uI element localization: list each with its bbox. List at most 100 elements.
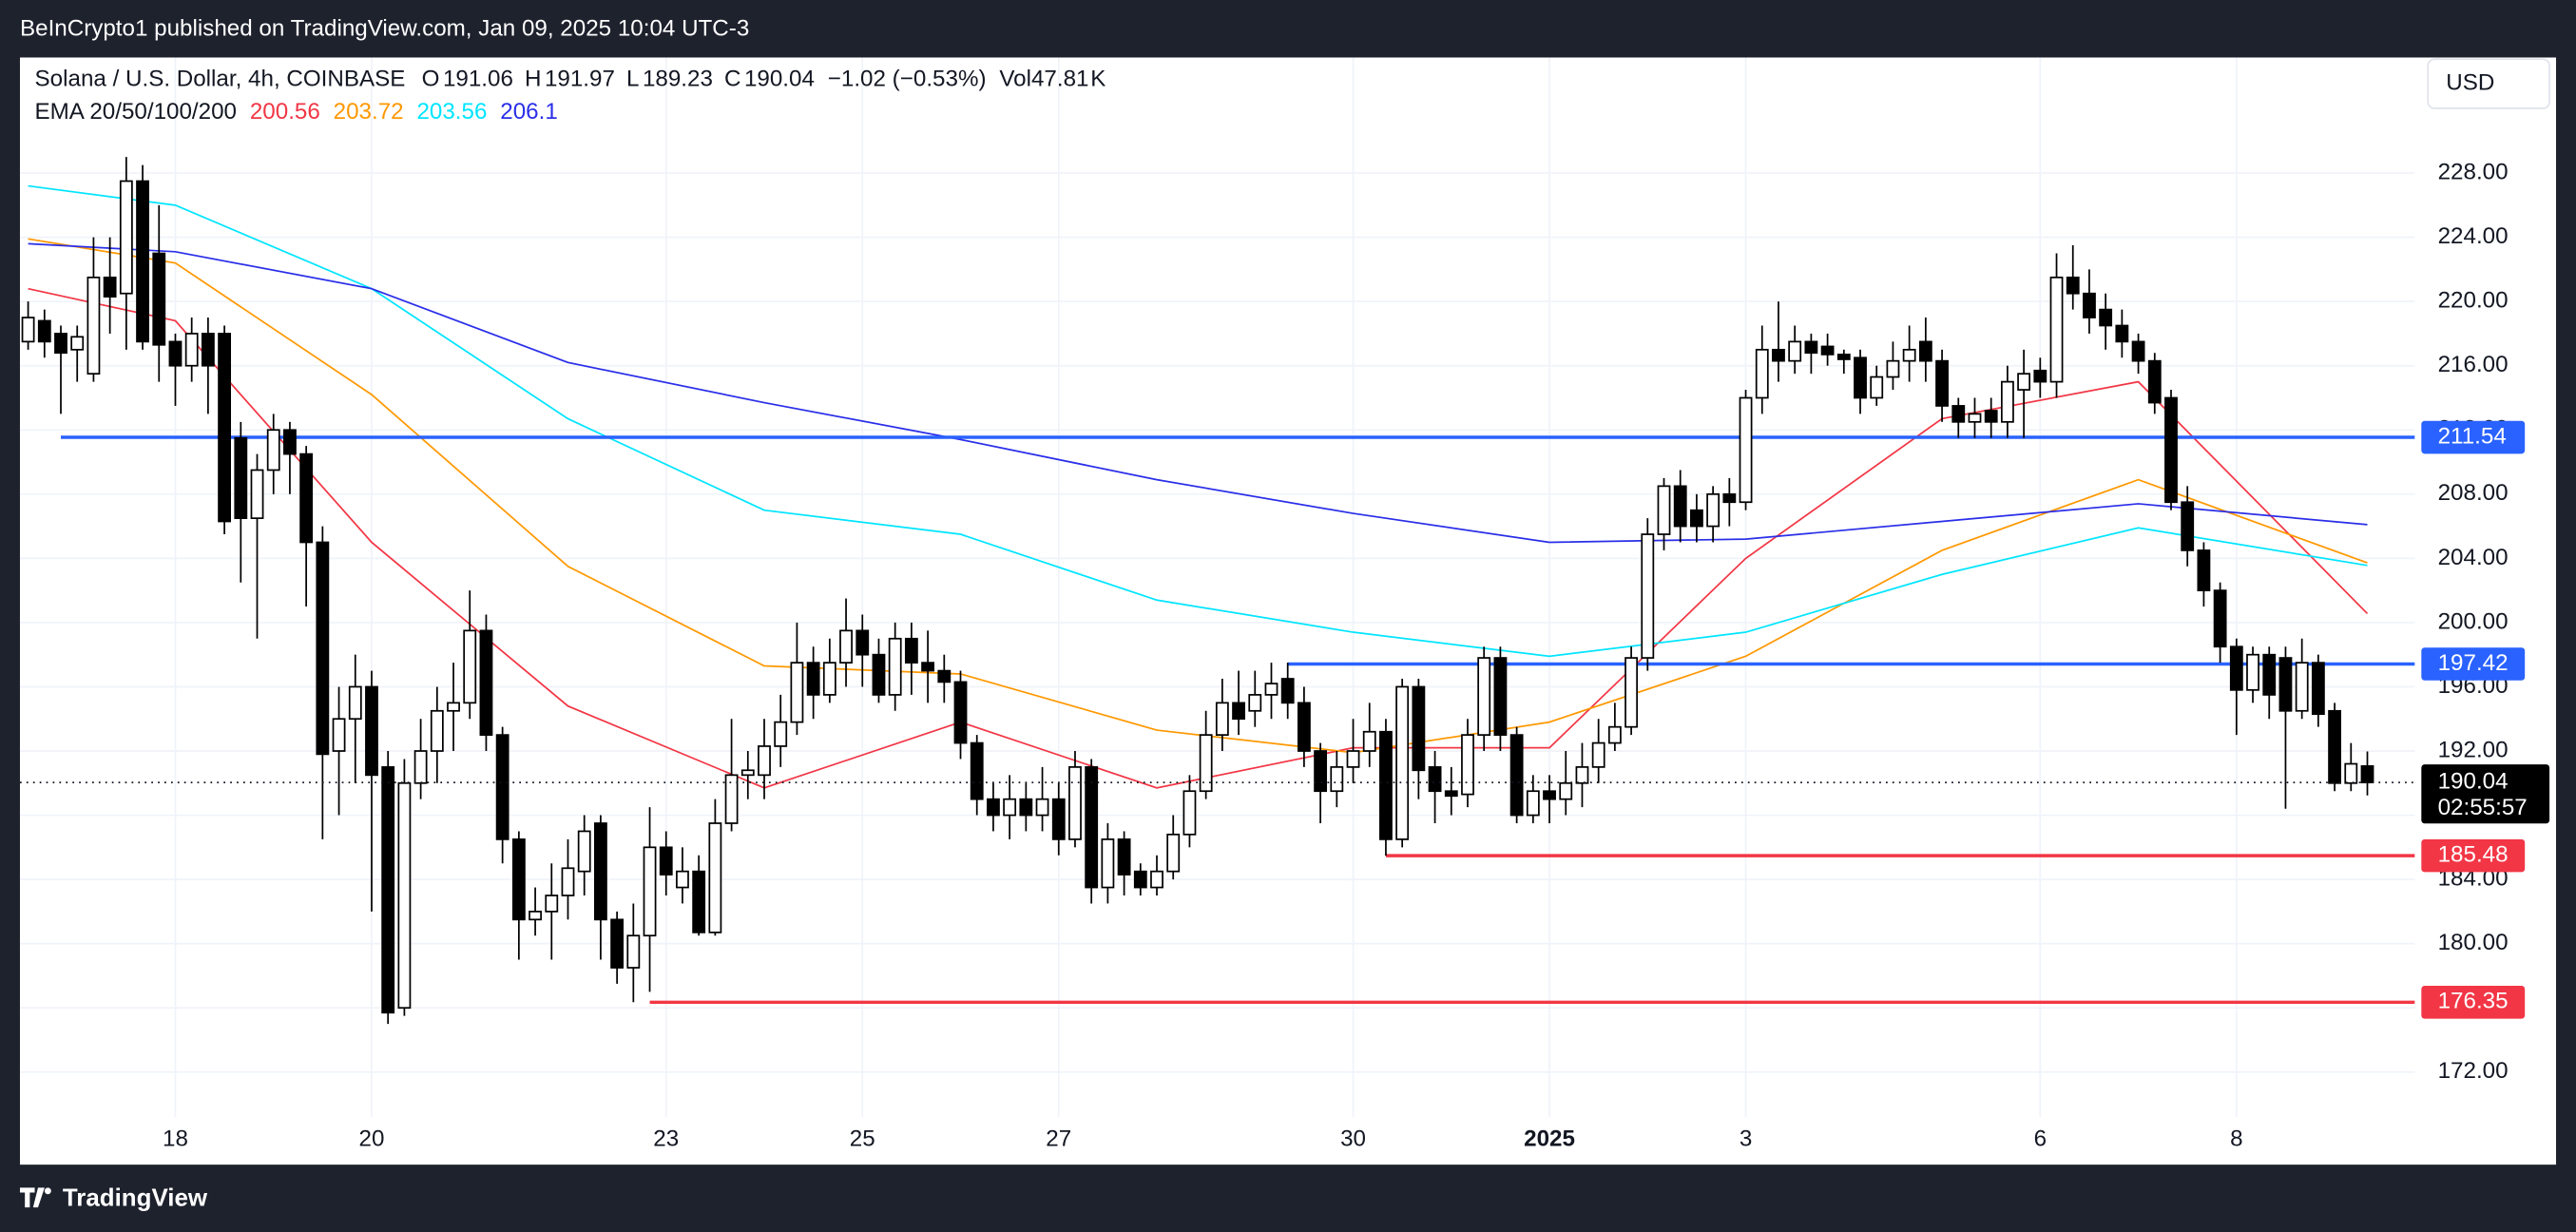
y-tick-label: 228.00	[2438, 159, 2509, 184]
candle-body	[953, 681, 968, 744]
candle-body	[2049, 276, 2064, 383]
footer-brand: TradingView	[63, 1184, 208, 1211]
candle-body	[1607, 725, 1622, 744]
candle-body	[1641, 533, 1655, 659]
candle-body	[774, 721, 788, 747]
candle-body	[1722, 492, 1737, 504]
candle-body	[970, 741, 984, 800]
candle-body	[1968, 413, 1982, 423]
legend-text: 206.1	[500, 100, 558, 125]
candle-body	[1150, 870, 1163, 889]
candle-body	[201, 333, 215, 367]
candle-body	[184, 333, 199, 367]
legend-text: −1.02 (−0.53%)	[828, 67, 987, 92]
y-tick-label: 204.00	[2438, 545, 2509, 570]
candle-body	[1199, 734, 1213, 793]
candle-body	[1772, 348, 1785, 362]
x-tick-label: 6	[2034, 1126, 2047, 1152]
ema-line	[28, 238, 2368, 754]
candle-body	[168, 340, 183, 367]
candle-body	[529, 911, 542, 921]
y-tick-label: 180.00	[2438, 930, 2509, 955]
symbol-legend: Solana / U.S. Dollar, 4h, COINBASE O 191.0…	[35, 67, 1106, 92]
candle-body	[790, 662, 804, 723]
candle-body	[2229, 645, 2243, 691]
publisher: BeInCrypto1 published on TradingView.com…	[20, 15, 749, 41]
candle-body	[2033, 369, 2047, 383]
y-tick-label: 224.00	[2438, 223, 2509, 249]
candle-body	[1362, 730, 1376, 752]
candle-body	[1117, 838, 1131, 876]
candle-body	[2197, 549, 2211, 592]
candle-body	[1019, 798, 1033, 817]
logo-icon	[19, 1187, 45, 1208]
candle-body	[2083, 292, 2096, 318]
y-tick-label: 208.00	[2438, 480, 2509, 506]
level-label: 197.42	[2438, 650, 2509, 676]
y-tick-label: 200.00	[2438, 608, 2509, 634]
candle-body	[676, 870, 689, 889]
x-tick-label: 27	[1046, 1126, 1071, 1152]
candle-body	[593, 822, 607, 921]
candle-body	[921, 662, 935, 672]
legend-text: 191.97	[545, 67, 615, 92]
y-tick-label: 216.00	[2438, 352, 2509, 377]
candle-body	[152, 252, 166, 346]
candle-body	[1526, 790, 1540, 817]
candle-body	[610, 918, 625, 969]
candle-body	[1886, 359, 1900, 378]
y-tick-label: 172.00	[2438, 1058, 2509, 1084]
candle-body	[1428, 766, 1442, 793]
candle-body	[1509, 734, 1524, 817]
candle-body	[855, 629, 870, 656]
level-label-box	[2421, 647, 2526, 681]
footer-logo: TradingView	[19, 1184, 208, 1211]
candle-body	[87, 276, 101, 375]
candle-body	[2131, 340, 2145, 362]
candle-body	[1280, 678, 1295, 704]
candle-body	[1232, 702, 1245, 721]
candle-body	[888, 637, 902, 696]
candle-body	[1690, 509, 1703, 528]
candle-body	[1657, 485, 1671, 535]
candle-body	[119, 180, 133, 295]
candle-body	[1182, 790, 1197, 836]
legend-text: 47.81	[1031, 67, 1089, 92]
candle-body	[740, 769, 755, 777]
legend-text: K	[1090, 67, 1105, 92]
x-tick-label: 3	[1740, 1126, 1752, 1152]
currency-button-label[interactable]: USD	[2446, 70, 2494, 96]
legend-text: C	[724, 67, 740, 92]
candle-body	[332, 718, 346, 752]
currency-button[interactable]: USD	[2427, 58, 2550, 109]
candle-body	[299, 452, 314, 544]
candle-body	[1297, 702, 1311, 752]
candle-body	[2164, 396, 2178, 504]
candle-body	[1035, 798, 1049, 817]
candle-body	[1820, 345, 1835, 356]
legend-text: 200.56	[250, 100, 320, 125]
candle-body	[1248, 694, 1262, 712]
axes: 172.00176.00180.00184.00188.00192.00196.…	[163, 159, 2550, 1152]
candle-body	[2360, 765, 2374, 783]
candle-body	[1591, 741, 1605, 768]
candle-body	[1395, 685, 1410, 840]
candle-body	[2181, 501, 2195, 551]
legend-text: O	[422, 67, 440, 92]
candle-body	[1918, 340, 1932, 362]
candle-body	[643, 846, 657, 937]
candle-body	[1330, 766, 1344, 793]
candle-body	[659, 846, 673, 876]
currency-button-box[interactable]	[2427, 58, 2550, 109]
legend-text: H	[525, 67, 541, 92]
candle-body	[218, 333, 232, 523]
candle-body	[21, 317, 35, 343]
candle-body	[283, 429, 297, 455]
legend-text: Vol	[999, 67, 1031, 92]
legend-text: EMA 20/50/100/200	[35, 100, 237, 125]
candle-body	[103, 276, 117, 298]
candle-body	[561, 867, 575, 896]
ema-line	[28, 242, 2368, 544]
candle-body	[37, 319, 51, 343]
candle-body	[1673, 485, 1687, 528]
